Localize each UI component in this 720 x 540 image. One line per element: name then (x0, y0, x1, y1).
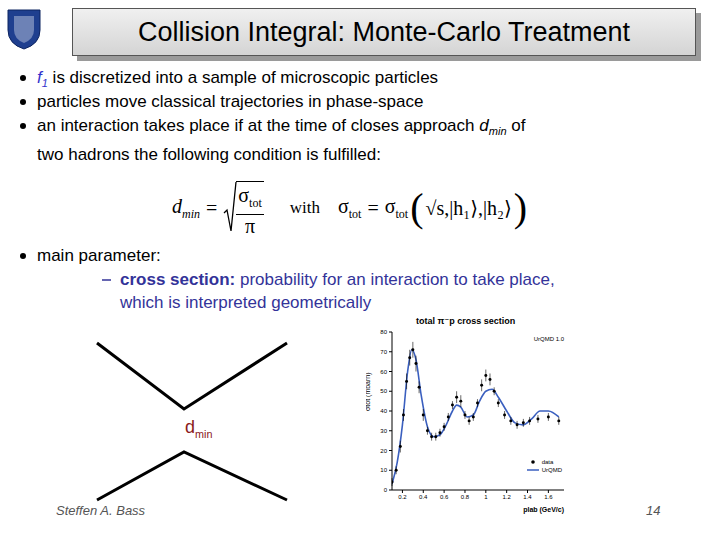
html-text:Collision Integral: Monte-Carl: Collision Integral: Monte-Carlo Treatmen… (137, 16, 631, 47)
svg-text:30: 30 (380, 428, 387, 434)
html-text:particles move classical traje: particles move classical trajectories in… (37, 92, 424, 111)
svg-text:80: 80 (380, 329, 387, 335)
html-text:cross section: probability for: cross section: probability for an intera… (120, 270, 555, 289)
html-text:main parameter:: main parameter: (37, 246, 161, 265)
html-text:data: data (541, 459, 554, 465)
html-text:an interaction takes place if: an interaction takes place if at the tim… (37, 116, 526, 138)
svg-text:0.8: 0.8 (461, 494, 470, 500)
html-text:π: π (245, 215, 256, 237)
html-text:σtot: σtot (238, 184, 262, 210)
svg-text:0.2: 0.2 (398, 494, 407, 500)
svg-text:60: 60 (380, 369, 387, 375)
html-text:14: 14 (646, 503, 661, 518)
svg-text:0: 0 (384, 487, 388, 493)
svg-text:1.6: 1.6 (544, 494, 553, 500)
svg-text:20: 20 (380, 448, 387, 454)
svg-text:70: 70 (380, 349, 387, 355)
svg-text:1: 1 (484, 494, 488, 500)
svg-text:0.4: 0.4 (419, 494, 428, 500)
html-text:f1is discretized into a sample: f1is discretized into a sample of micros… (37, 68, 439, 90)
svg-text:plab (GeV/c): plab (GeV/c) (523, 506, 564, 514)
html-text:with: with (289, 198, 320, 217)
html-text:(√s, |h₁⟩, |h₂⟩: (√s, |h₁⟩, |h₂⟩ (410, 185, 512, 230)
html-text:UrQMD 1.0: UrQMD 1.0 (533, 336, 564, 342)
html-text:Steffen A. Bass: Steffen A. Bass (56, 503, 146, 518)
html-text:which is interpreted geometric: which is interpreted geometrically (120, 293, 372, 312)
svg-text:1.4: 1.4 (523, 494, 532, 500)
html-text:two hadrons the following cond: two hadrons the following condition is f… (37, 145, 381, 165)
html-text:total π⁻p cross section: total π⁻p cross section (416, 316, 516, 326)
svg-text:σtot (mbarn): σtot (mbarn) (366, 372, 372, 411)
html-text:dmin: dmin (185, 417, 213, 440)
html-text:UrQMD: UrQMD (541, 467, 562, 473)
svg-text:1.2: 1.2 (502, 494, 511, 500)
svg-text:0.6: 0.6 (440, 494, 449, 500)
svg-text:40: 40 (380, 408, 387, 414)
svg-text:50: 50 (380, 388, 387, 394)
svg-text:10: 10 (380, 467, 387, 473)
html-text:σtot = σtot: σtot = σtot (338, 194, 409, 221)
html-text:dmin =: dmin = (172, 194, 218, 221)
